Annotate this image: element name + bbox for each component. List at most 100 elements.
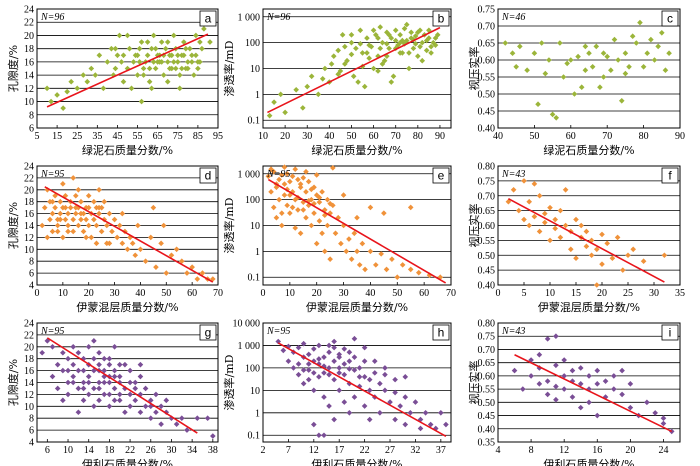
x-tick-label: 50 (529, 131, 539, 142)
data-point (648, 36, 654, 43)
x-tick-label: 40 (324, 131, 334, 142)
data-point (176, 72, 183, 78)
data-point (428, 43, 434, 50)
data-point (101, 391, 108, 398)
data-point (316, 432, 322, 439)
data-point (85, 379, 92, 386)
data-point (383, 266, 390, 273)
data-point (660, 420, 667, 427)
data-point (375, 68, 381, 74)
data-point (305, 351, 312, 358)
data-point (348, 51, 355, 58)
data-point (132, 252, 139, 259)
data-point (336, 387, 343, 394)
data-point (289, 204, 296, 211)
x-tick-label: 35 (675, 288, 685, 299)
data-point (78, 210, 84, 217)
data-point (311, 421, 317, 428)
y-tick-label: 1 000 (238, 169, 261, 180)
sample-count-label: N=43 (501, 326, 525, 337)
data-point (96, 349, 102, 356)
data-point (397, 50, 403, 56)
data-point (85, 344, 92, 350)
data-point (589, 64, 596, 70)
data-point (292, 196, 299, 203)
data-point (91, 216, 97, 223)
x-tick-label: 17 (334, 445, 344, 456)
data-point (279, 172, 285, 178)
data-point (321, 432, 327, 439)
data-point (144, 52, 151, 59)
data-point (366, 387, 373, 394)
y-tick-label: 0.1 (248, 431, 261, 442)
data-point (531, 213, 538, 220)
data-point (331, 376, 337, 383)
data-point (443, 421, 449, 428)
data-point (268, 189, 274, 195)
data-point (403, 37, 410, 44)
data-point (78, 216, 84, 223)
data-point (184, 270, 190, 276)
y-tick-label: 4 (29, 281, 34, 292)
y-tick-label: 0.80 (478, 162, 496, 173)
y-tick-label: 0.80 (478, 319, 496, 330)
data-point (553, 362, 559, 369)
data-point (75, 222, 82, 229)
x-tick-label: 90 (435, 131, 445, 142)
data-point (389, 256, 395, 262)
data-point (70, 228, 76, 235)
data-point (633, 40, 640, 46)
data-point (351, 335, 358, 342)
panel-letter: h (438, 326, 445, 340)
data-point (321, 248, 328, 255)
data-point (328, 61, 335, 67)
data-point (549, 111, 556, 118)
data-point (179, 415, 185, 421)
panel-letter-box (199, 324, 217, 341)
data-point (96, 385, 102, 392)
data-point (80, 228, 87, 235)
data-point (528, 373, 534, 379)
panel-letter: i (669, 326, 672, 340)
x-tick-label: 70 (213, 288, 223, 299)
y-tick-label: 24 (24, 319, 34, 330)
data-point (93, 222, 100, 229)
data-point (611, 373, 617, 379)
y-tick-label: 0.60 (478, 371, 496, 382)
x-tick-label: 20 (280, 131, 290, 142)
data-point (140, 72, 147, 78)
data-point (304, 83, 311, 90)
data-point (185, 65, 191, 72)
panel-letter-box (432, 167, 450, 184)
data-point (583, 243, 590, 250)
data-point (366, 416, 373, 423)
y-tick-label: 0.65 (478, 358, 496, 369)
data-point (326, 365, 332, 371)
data-point (134, 52, 141, 59)
data-point (303, 214, 309, 221)
y-tick-label: 1 (255, 90, 260, 101)
y-axis-title: 渗透率/mD (222, 354, 236, 410)
data-point (615, 57, 621, 63)
panel-letter-box (432, 10, 450, 27)
data-point (65, 222, 71, 229)
data-point (644, 50, 651, 56)
data-point (49, 210, 56, 217)
data-point (335, 47, 341, 54)
data-point (373, 262, 379, 268)
data-point (348, 39, 355, 46)
data-point (173, 421, 180, 427)
data-point (305, 367, 312, 373)
data-point (147, 403, 154, 410)
data-point (290, 365, 297, 371)
x-tick-label: 0 (35, 288, 40, 299)
data-point (330, 53, 337, 59)
x-tick-label: 27 (385, 445, 395, 456)
data-point (287, 178, 293, 185)
data-point (578, 222, 584, 229)
data-point (60, 349, 66, 356)
data-point (279, 222, 285, 229)
y-tick-label: 10 (24, 402, 34, 413)
data-point (85, 204, 92, 211)
data-point (341, 346, 348, 352)
